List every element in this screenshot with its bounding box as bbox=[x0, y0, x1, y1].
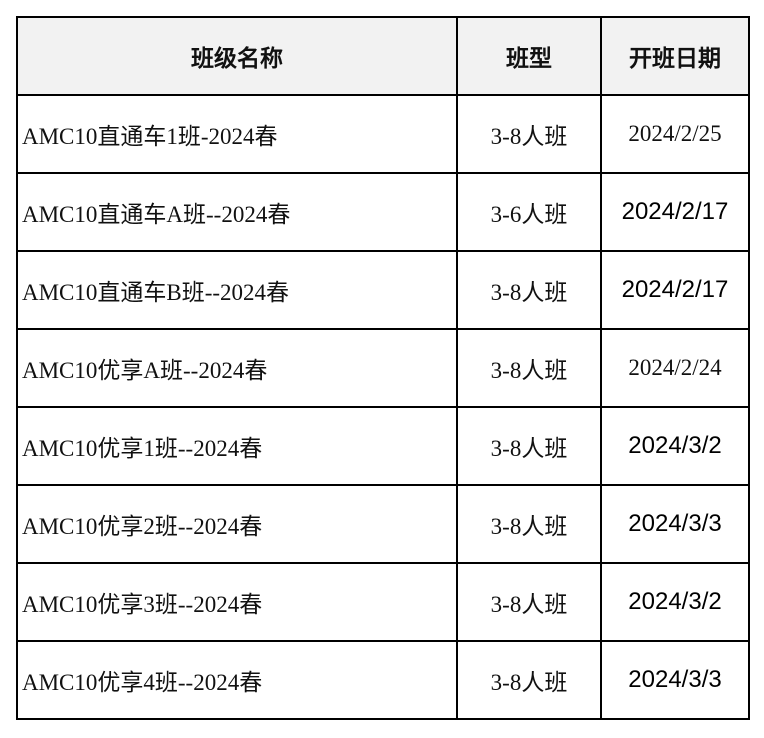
table-row: AMC10优享1班--2024春 3-8人班 2024/3/2 bbox=[16, 406, 750, 486]
start-date-cell: 2024/2/17 bbox=[600, 250, 750, 330]
start-date-cell: 2024/2/25 bbox=[600, 94, 750, 174]
table-row: AMC10直通车B班--2024春 3-8人班 2024/2/17 bbox=[16, 250, 750, 330]
class-name-cell: AMC10优享A班--2024春 bbox=[16, 328, 458, 408]
class-name-cell: AMC10优享4班--2024春 bbox=[16, 640, 458, 720]
class-type-cell: 3-6人班 bbox=[456, 172, 602, 252]
start-date-cell: 2024/3/3 bbox=[600, 484, 750, 564]
class-name-cell: AMC10直通车1班-2024春 bbox=[16, 94, 458, 174]
class-name-cell: AMC10优享2班--2024春 bbox=[16, 484, 458, 564]
start-date-cell: 2024/2/17 bbox=[600, 172, 750, 252]
class-name-cell: AMC10优享3班--2024春 bbox=[16, 562, 458, 642]
class-schedule-table: 班级名称 班型 开班日期 AMC10直通车1班-2024春 3-8人班 2024/2… bbox=[16, 16, 750, 720]
class-type-cell: 3-8人班 bbox=[456, 94, 602, 174]
class-type-cell: 3-8人班 bbox=[456, 250, 602, 330]
class-type-cell: 3-8人班 bbox=[456, 640, 602, 720]
header-class-name: 班级名称 bbox=[16, 16, 458, 96]
start-date-cell: 2024/2/24 bbox=[600, 328, 750, 408]
start-date-cell: 2024/3/3 bbox=[600, 640, 750, 720]
table-row: AMC10优享A班--2024春 3-8人班 2024/2/24 bbox=[16, 328, 750, 408]
table-row: AMC10优享3班--2024春 3-8人班 2024/3/2 bbox=[16, 562, 750, 642]
header-start-date: 开班日期 bbox=[600, 16, 750, 96]
class-type-cell: 3-8人班 bbox=[456, 562, 602, 642]
table-row: AMC10优享2班--2024春 3-8人班 2024/3/3 bbox=[16, 484, 750, 564]
start-date-cell: 2024/3/2 bbox=[600, 562, 750, 642]
table-row: AMC10优享4班--2024春 3-8人班 2024/3/3 bbox=[16, 640, 750, 720]
start-date-cell: 2024/3/2 bbox=[600, 406, 750, 486]
class-type-cell: 3-8人班 bbox=[456, 328, 602, 408]
table-row: AMC10直通车A班--2024春 3-6人班 2024/2/17 bbox=[16, 172, 750, 252]
header-row: 班级名称 班型 开班日期 bbox=[16, 16, 750, 96]
class-name-cell: AMC10优享1班--2024春 bbox=[16, 406, 458, 486]
class-name-cell: AMC10直通车A班--2024春 bbox=[16, 172, 458, 252]
class-type-cell: 3-8人班 bbox=[456, 406, 602, 486]
table-row: AMC10直通车1班-2024春 3-8人班 2024/2/25 bbox=[16, 94, 750, 174]
class-type-cell: 3-8人班 bbox=[456, 484, 602, 564]
header-class-type: 班型 bbox=[456, 16, 602, 96]
class-name-cell: AMC10直通车B班--2024春 bbox=[16, 250, 458, 330]
